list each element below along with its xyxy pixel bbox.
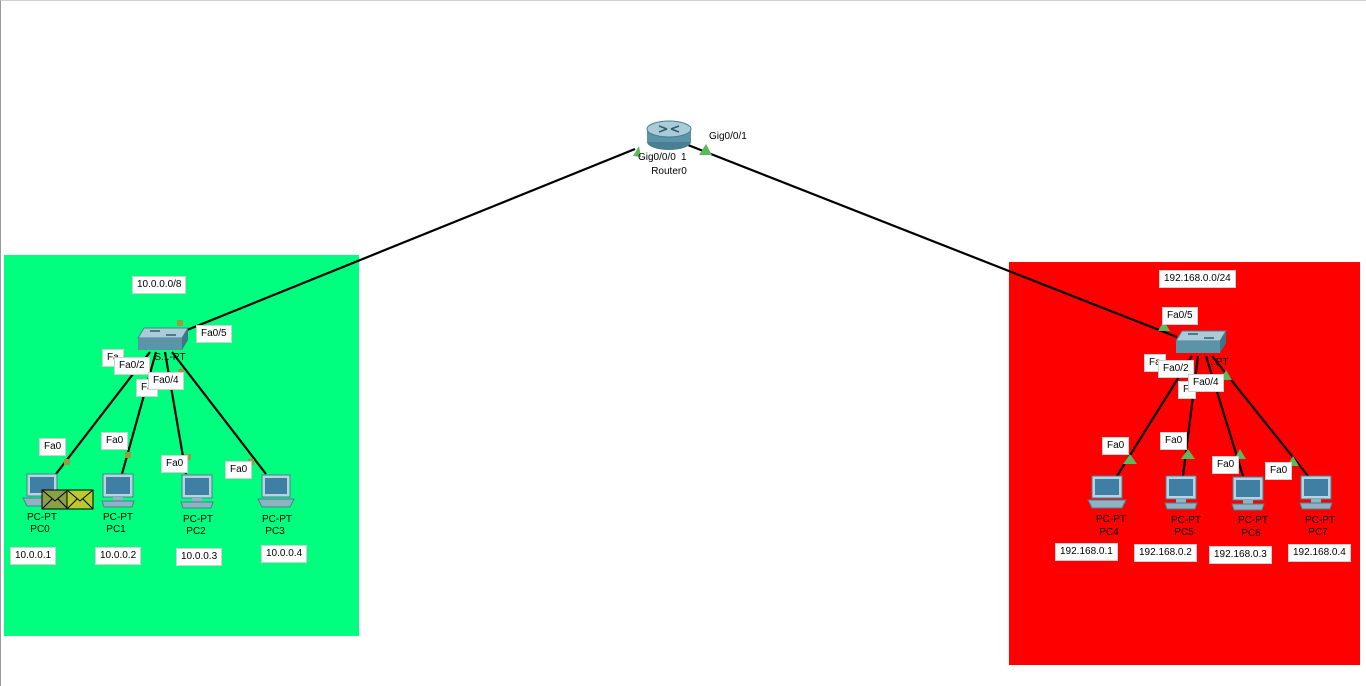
- link-light-icon: [178, 369, 184, 375]
- pc7-ip-label[interactable]: 192.168.0.4: [1289, 545, 1350, 561]
- network-label-left[interactable]: 10.0.0.0/8: [133, 277, 186, 293]
- link-light-icon: [177, 320, 183, 326]
- link-light-icon: [125, 452, 131, 458]
- link-light-icon: [1181, 449, 1195, 459]
- switch0-port-label: Fa0/2: [115, 358, 149, 374]
- pc-icon[interactable]: [1297, 475, 1335, 511]
- pc3-model: PC-PT: [262, 514, 292, 525]
- link-sw0-pc2[interactable]: [163, 351, 188, 475]
- pc0-ip-label[interactable]: 10.0.0.1: [11, 548, 56, 564]
- switch-icon[interactable]: [136, 326, 190, 354]
- pc3-ip-label[interactable]: 10.0.0.4: [262, 546, 307, 562]
- switch1-uplink-port: Fa0/5: [1163, 308, 1197, 324]
- pc5-model: PC-PT: [1171, 515, 1201, 526]
- pc5-name: PC5: [1174, 527, 1194, 538]
- switch0-name: S...-PT: [154, 352, 186, 363]
- pc4-port-label: Fa0: [1103, 438, 1129, 454]
- router-port-left-label: Gig0/0/0: [638, 152, 676, 163]
- pc4-name: PC4: [1099, 527, 1119, 538]
- pc-icon[interactable]: [178, 474, 216, 510]
- envelope-icon[interactable]: [41, 489, 95, 511]
- switch-icon[interactable]: [1174, 329, 1228, 357]
- switch1-name: ...PT: [1207, 357, 1229, 368]
- pc1-name: PC1: [106, 524, 126, 535]
- pc6-model: PC-PT: [1238, 515, 1268, 526]
- pc3-name: PC3: [265, 526, 285, 537]
- link-light-icon: [64, 459, 70, 465]
- link-light-icon: [1123, 454, 1137, 464]
- pc1-model: PC-PT: [103, 512, 133, 523]
- link-light-icon: [1220, 370, 1232, 380]
- link-sw0-pc3[interactable]: [171, 351, 267, 475]
- pc0-name: PC0: [30, 524, 50, 535]
- pc6-name: PC6: [1241, 528, 1261, 539]
- pc2-port-label: Fa0: [162, 456, 188, 472]
- laptop-icon[interactable]: [1086, 475, 1128, 511]
- pc7-name: PC7: [1308, 527, 1328, 538]
- pc2-name: PC2: [186, 526, 206, 537]
- router-icon[interactable]: [645, 118, 693, 152]
- pc5-port-label: Fa0: [1161, 433, 1187, 449]
- pc4-model: PC-PT: [1096, 514, 1126, 525]
- pc-icon[interactable]: [1162, 475, 1200, 511]
- pc3-port-label: Fa0: [226, 462, 252, 478]
- router-name: Router0: [651, 166, 687, 177]
- pc7-model: PC-PT: [1305, 515, 1335, 526]
- pc-icon[interactable]: [99, 473, 137, 509]
- pc2-ip-label[interactable]: 10.0.0.3: [177, 549, 222, 565]
- pc4-ip-label[interactable]: 192.168.0.1: [1056, 544, 1117, 560]
- router-port-overlap-label: 1: [681, 152, 687, 163]
- switch0-uplink-port: Fa0/5: [197, 326, 231, 342]
- pc2-model: PC-PT: [183, 514, 213, 525]
- network-label-right[interactable]: 192.168.0.0/24: [1160, 271, 1235, 287]
- laptop-icon[interactable]: [256, 474, 296, 510]
- pc1-ip-label[interactable]: 10.0.0.2: [96, 548, 141, 564]
- pc6-port-label: Fa0: [1213, 457, 1239, 473]
- link-light-icon: [633, 146, 641, 157]
- pc5-ip-label[interactable]: 192.168.0.2: [1135, 545, 1196, 561]
- switch1-port-label: Fa0/4: [1189, 375, 1223, 391]
- pc0-model: PC-PT: [27, 512, 57, 523]
- router-port-right-label: Gig0/0/1: [709, 131, 747, 142]
- switch0-port-label: Fa0/4: [149, 373, 183, 389]
- pc-icon[interactable]: [1229, 476, 1267, 512]
- link-light-icon: [185, 454, 191, 460]
- link-light-icon: [699, 144, 712, 155]
- pc1-port-label: Fa0: [102, 433, 128, 449]
- link-router-switch0[interactable]: [181, 147, 636, 334]
- link-light-icon: [1234, 449, 1246, 459]
- pc0-port-label: Fa0: [40, 439, 66, 455]
- pc7-port-label: Fa0: [1266, 463, 1292, 479]
- link-light-icon: [1158, 321, 1170, 331]
- link-router-switch1[interactable]: [687, 143, 1178, 339]
- pc6-ip-label[interactable]: 192.168.0.3: [1210, 547, 1271, 563]
- switch1-port-label: Fa0/2: [1159, 361, 1193, 377]
